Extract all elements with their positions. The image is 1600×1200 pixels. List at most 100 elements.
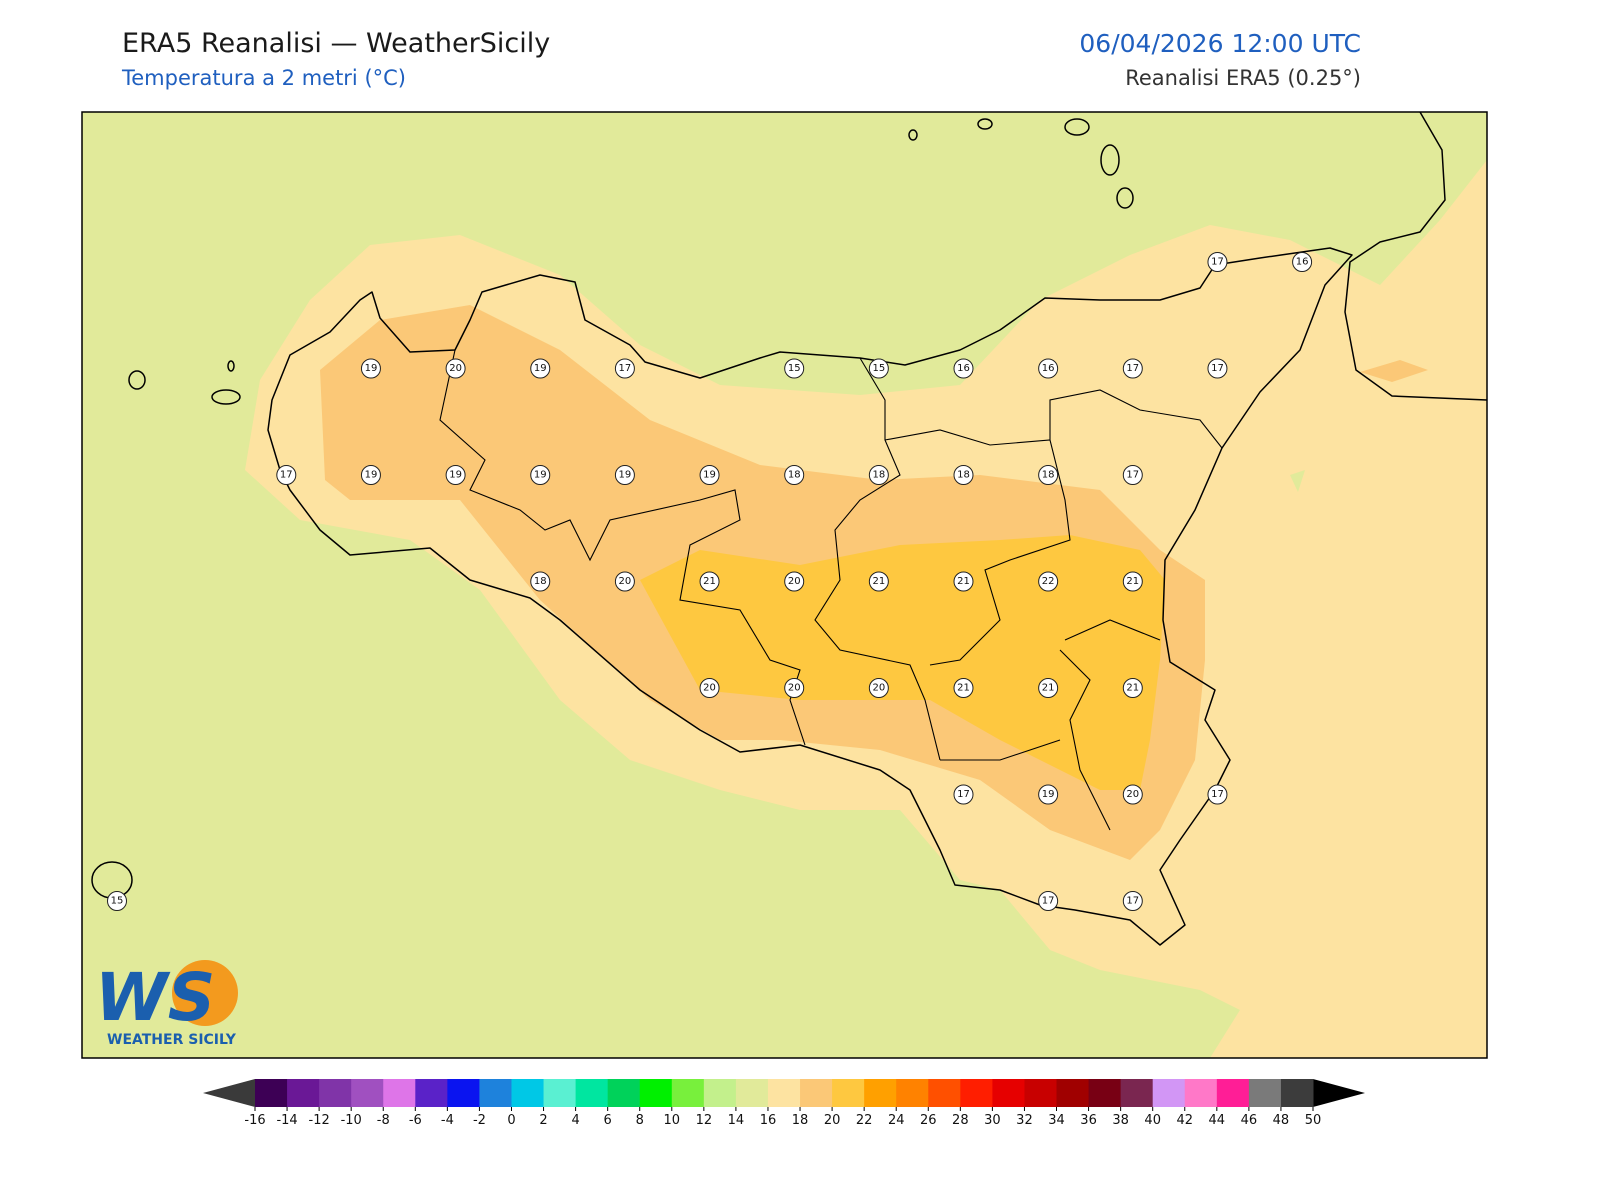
station-value: 18 <box>1042 470 1055 481</box>
station: 19 <box>530 465 551 485</box>
station-value: 20 <box>619 576 632 587</box>
station: 15 <box>868 358 889 379</box>
station-value: 18 <box>957 470 970 481</box>
colorbar-swatch <box>543 1079 577 1107</box>
colorbar-swatch <box>800 1079 833 1107</box>
station-marker <box>868 678 889 698</box>
colorbar-swatch <box>960 1079 993 1107</box>
colorbar-swatch <box>447 1079 480 1107</box>
colorbar-swatch <box>1152 1079 1186 1107</box>
station: 17 <box>1207 252 1228 272</box>
station-marker <box>1122 358 1143 379</box>
station-value: 18 <box>872 470 885 481</box>
colorbar-tick-label: 34 <box>1048 1113 1065 1128</box>
station-values: 17 16 19 20 19 17 15 15 16 16 17 17 17 19 19 19 19 19 18 18… <box>107 252 1313 911</box>
station: 19 <box>445 465 466 485</box>
colorbar-tick-label: -4 <box>441 1113 454 1128</box>
colorbar-tick-label: 12 <box>696 1113 713 1128</box>
station-value: 19 <box>703 470 716 481</box>
station: 17 <box>953 784 974 805</box>
colorbar-tick-label: -8 <box>377 1113 390 1128</box>
station-marker <box>614 358 635 379</box>
colorbar-swatch <box>735 1079 769 1107</box>
station-value: 17 <box>1126 363 1139 374</box>
station: 21 <box>1122 571 1143 592</box>
station-marker <box>1122 891 1143 911</box>
station-marker <box>784 571 805 592</box>
map-area: 17 16 19 20 19 17 15 15 16 16 17 17 17 19 19 19 19 19 18 18… <box>82 112 1487 1058</box>
colorbar-tick-label: 2 <box>539 1113 547 1128</box>
station-value: 20 <box>872 683 885 694</box>
station: 15 <box>107 891 127 911</box>
colorbar-swatch <box>767 1079 801 1107</box>
colorbar-swatch <box>832 1079 865 1107</box>
subtitle: Temperatura a 2 metri (°C) <box>121 66 406 90</box>
colorbar-tick-label: -16 <box>244 1113 265 1128</box>
datetime: 06/04/2026 12:00 UTC <box>1079 29 1361 58</box>
colorbar-swatch <box>896 1079 929 1107</box>
station-marker <box>530 571 551 592</box>
colorbar-swatch <box>1248 1079 1282 1107</box>
station-value: 17 <box>957 789 970 800</box>
logo-mark: WS <box>95 959 215 1036</box>
colorbar-tick-label: 24 <box>888 1113 905 1128</box>
station-marker <box>1207 358 1228 379</box>
station: 18 <box>530 571 551 592</box>
colorbar-swatch <box>383 1079 416 1107</box>
station-marker <box>1122 465 1143 485</box>
station: 20 <box>699 678 720 698</box>
station-marker <box>360 465 381 485</box>
colorbar-swatch <box>351 1079 384 1107</box>
station: 21 <box>953 678 974 698</box>
colorbar-swatch <box>607 1079 641 1107</box>
station: 17 <box>276 465 297 485</box>
colorbar-tick-label: -14 <box>276 1113 297 1128</box>
station-value: 21 <box>957 576 970 587</box>
map-frame <box>81 111 1488 1059</box>
station-value: 20 <box>788 683 801 694</box>
colorbar-tick-label: -10 <box>341 1113 362 1128</box>
station: 17 <box>1038 891 1059 911</box>
station-marker <box>1122 784 1143 805</box>
station: 18 <box>953 465 974 485</box>
source: Reanalisi ERA5 (0.25°) <box>1125 66 1361 90</box>
station-value: 21 <box>1042 683 1055 694</box>
station-marker <box>445 358 466 379</box>
colorbar-tick-label: -2 <box>473 1113 486 1128</box>
colorbar-tick-label: 32 <box>1016 1113 1033 1128</box>
colorbar-swatch <box>864 1079 897 1107</box>
station-value: 20 <box>703 683 716 694</box>
colorbar-swatch <box>255 1079 288 1107</box>
station-marker <box>699 465 720 485</box>
station-value: 16 <box>1296 257 1309 268</box>
colorbar-swatch <box>319 1079 352 1107</box>
colorbar-tick-label: 22 <box>856 1113 873 1128</box>
station: 21 <box>868 571 889 592</box>
station-marker <box>530 358 551 379</box>
station-marker <box>1207 252 1228 272</box>
station-marker <box>360 358 381 379</box>
station-marker <box>276 465 297 485</box>
colorbar-tick-label: 42 <box>1176 1113 1193 1128</box>
station: 20 <box>1122 784 1143 805</box>
colorbar-swatch <box>1088 1079 1122 1107</box>
station: 17 <box>1207 358 1228 379</box>
colorbar-swatch <box>639 1079 673 1107</box>
station-value: 21 <box>703 576 716 587</box>
station-value: 17 <box>1211 363 1224 374</box>
station-marker <box>530 465 551 485</box>
colorbar-tick-label: 36 <box>1080 1113 1097 1128</box>
station: 16 <box>1038 358 1059 379</box>
station-value: 20 <box>1126 789 1139 800</box>
station-marker <box>1038 465 1059 485</box>
station-value: 19 <box>619 470 632 481</box>
colorbar-swatch <box>703 1079 737 1107</box>
station: 17 <box>614 358 635 379</box>
colorbar-swatch <box>1216 1079 1250 1107</box>
station: 15 <box>784 358 805 379</box>
station-marker <box>107 891 127 911</box>
colorbar-tick-label: 44 <box>1209 1113 1226 1128</box>
colorbar-tick-label: 4 <box>571 1113 579 1128</box>
station-value: 18 <box>534 576 547 587</box>
